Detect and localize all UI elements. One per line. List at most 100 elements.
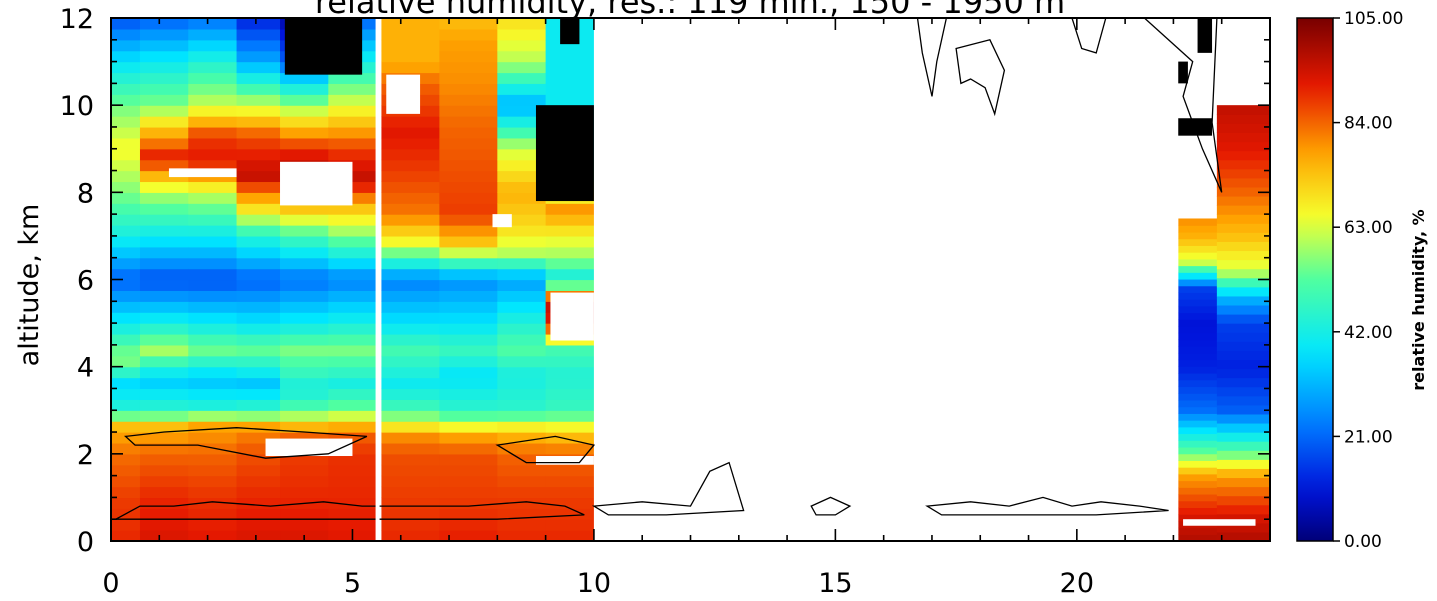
humidity-cell xyxy=(139,50,189,63)
humidity-cell xyxy=(280,312,329,324)
humidity-cell xyxy=(280,246,329,259)
humidity-cell xyxy=(188,279,238,291)
humidity-cell xyxy=(188,410,238,422)
humidity-heatmap-layer xyxy=(111,18,1270,541)
humidity-cell xyxy=(139,323,189,335)
humidity-cell xyxy=(381,312,440,324)
humidity-cell xyxy=(497,333,547,346)
humidity-cell xyxy=(328,497,378,509)
humidity-cell xyxy=(188,94,238,106)
humidity-cell xyxy=(188,333,238,346)
humidity-cell xyxy=(545,366,595,379)
humidity-cell xyxy=(188,159,238,172)
humidity-cell xyxy=(439,301,498,313)
humidity-cell xyxy=(139,410,189,422)
humidity-cell xyxy=(188,530,238,541)
humidity-cell xyxy=(1178,534,1218,541)
humidity-cell xyxy=(188,28,238,41)
humidity-cell xyxy=(381,355,440,368)
humidity-cell xyxy=(236,50,281,63)
humidity-cell xyxy=(139,170,189,183)
humidity-cell xyxy=(497,475,547,488)
humidity-cell xyxy=(381,497,440,509)
humidity-cell xyxy=(1216,531,1270,541)
humidity-cell xyxy=(381,333,440,346)
humidity-cell xyxy=(1178,399,1218,408)
humidity-cell xyxy=(497,312,547,324)
humidity-cell xyxy=(1178,258,1218,267)
humidity-cell xyxy=(439,257,498,270)
humidity-cell xyxy=(328,203,378,215)
humidity-cell xyxy=(439,312,498,324)
humidity-cell xyxy=(381,50,440,63)
humidity-cell xyxy=(545,497,595,509)
humidity-cell xyxy=(188,18,238,30)
humidity-cell xyxy=(111,72,141,84)
humidity-cell xyxy=(328,192,378,204)
humidity-cell xyxy=(545,257,595,270)
humidity-cell xyxy=(1216,441,1270,451)
humidity-cell xyxy=(497,355,547,368)
humidity-cell xyxy=(236,39,281,52)
humidity-cell xyxy=(381,279,440,291)
humidity-cell xyxy=(1178,467,1218,475)
humidity-cell xyxy=(1178,487,1218,495)
humidity-cell xyxy=(328,268,378,281)
humidity-cell xyxy=(139,377,189,390)
humidity-cell xyxy=(545,72,595,84)
humidity-cell xyxy=(497,126,547,139)
humidity-cell xyxy=(497,442,547,455)
humidity-cell xyxy=(1178,265,1218,273)
humidity-cell xyxy=(439,399,498,411)
humidity-cell xyxy=(381,464,440,477)
humidity-cell xyxy=(188,486,238,499)
humidity-cell xyxy=(280,508,329,520)
humidity-cell xyxy=(236,475,281,488)
humidity-cell xyxy=(1216,177,1270,188)
humidity-cell xyxy=(236,312,281,324)
humidity-cell xyxy=(1178,292,1218,300)
cloud-contour-layer xyxy=(115,18,1223,520)
humidity-cell xyxy=(381,432,440,444)
humidity-cell xyxy=(497,421,547,433)
humidity-cell xyxy=(111,421,141,433)
humidity-cell xyxy=(1216,259,1270,270)
humidity-cell xyxy=(497,61,547,74)
humidity-cell xyxy=(139,83,189,95)
humidity-cell xyxy=(280,301,329,313)
humidity-cell xyxy=(139,486,189,499)
humidity-cell xyxy=(111,116,141,128)
humidity-cell xyxy=(139,355,189,368)
humidity-cell xyxy=(545,235,595,248)
humidity-cell xyxy=(328,181,378,193)
humidity-cell xyxy=(1178,379,1218,388)
humidity-cell xyxy=(111,137,141,150)
humidity-cell xyxy=(497,192,547,204)
humidity-cell xyxy=(1178,272,1218,280)
humidity-cell xyxy=(139,268,189,281)
humidity-cell xyxy=(111,530,141,541)
colorbar-tick-label: 63.00 xyxy=(1344,218,1393,238)
humidity-cell xyxy=(188,50,238,63)
humidity-cell xyxy=(439,388,498,400)
humidity-cell xyxy=(111,453,141,466)
humidity-cell xyxy=(111,399,141,411)
humidity-cell xyxy=(1216,277,1270,288)
humidity-cell xyxy=(1216,513,1270,524)
humidity-cell xyxy=(236,192,281,204)
humidity-cell xyxy=(111,192,141,204)
humidity-cell xyxy=(188,399,238,411)
humidity-cell xyxy=(111,290,141,302)
humidity-cell xyxy=(497,344,547,357)
humidity-cell xyxy=(381,344,440,357)
humidity-cell xyxy=(381,442,440,455)
humidity-cell xyxy=(139,519,189,531)
humidity-cell xyxy=(439,377,498,390)
humidity-cell xyxy=(497,268,547,281)
humidity-cell xyxy=(1216,522,1270,533)
humidity-cell xyxy=(236,235,281,248)
humidity-cell xyxy=(280,432,329,444)
humidity-cell xyxy=(139,28,189,41)
humidity-cell xyxy=(1178,493,1218,502)
humidity-cell xyxy=(1178,352,1218,361)
